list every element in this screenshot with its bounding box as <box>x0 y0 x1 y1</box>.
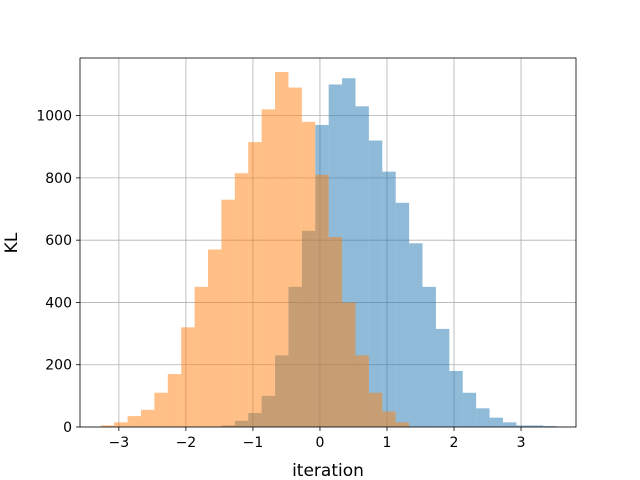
x-tick-label: −1 <box>243 435 264 451</box>
histogram-bar <box>301 121 316 427</box>
histogram-bar <box>543 426 557 427</box>
histogram-bar <box>395 202 410 427</box>
histogram-bar <box>529 425 544 427</box>
y-tick-label: 0 <box>63 420 72 436</box>
histogram-bar <box>234 173 249 427</box>
x-tick-label: 3 <box>517 435 526 451</box>
x-tick-label: −2 <box>176 435 197 451</box>
histogram-bar <box>248 142 262 428</box>
histogram-bar <box>516 425 530 427</box>
plot-frame <box>79 57 577 428</box>
histogram-bar <box>368 392 383 427</box>
histogram-bar <box>208 249 222 427</box>
histogram-bar <box>422 286 436 427</box>
histogram-bar <box>181 327 195 427</box>
histogram-bar <box>382 171 396 427</box>
histogram-bar <box>100 425 115 427</box>
y-tick-label: 600 <box>45 233 72 249</box>
histogram-bar <box>194 286 209 427</box>
histogram-bar <box>275 72 289 427</box>
y-tick-label: 1000 <box>36 109 72 125</box>
histogram-bar <box>355 355 369 427</box>
x-axis-label: iteration <box>292 461 364 480</box>
x-tick-label: 0 <box>315 435 324 451</box>
histogram-bar <box>221 199 235 427</box>
histogram-bar <box>462 392 477 427</box>
histogram-bar <box>315 174 329 427</box>
y-tick-label: 800 <box>45 171 72 187</box>
histogram-bar <box>328 237 343 427</box>
x-tick-label: −3 <box>109 435 130 451</box>
histogram-bar <box>355 106 369 428</box>
x-tick-label: 2 <box>450 435 459 451</box>
histogram-bar <box>127 416 141 427</box>
histogram-bar <box>167 374 182 427</box>
histogram-bar <box>288 87 302 427</box>
y-axis-label: KL <box>2 232 22 253</box>
histogram-bar <box>140 409 155 427</box>
histogram-bar <box>435 328 450 427</box>
histogram-bar <box>489 417 503 427</box>
series-1-bars <box>100 72 410 428</box>
histogram-bar <box>395 422 410 427</box>
histogram-bar <box>382 411 396 427</box>
histogram-bar <box>368 140 383 427</box>
histogram-bar <box>409 243 423 427</box>
x-tick-label: 1 <box>383 435 392 451</box>
histogram-bar <box>342 302 356 427</box>
histogram-bar <box>502 422 517 427</box>
bars <box>100 72 557 428</box>
histogram-bar <box>449 370 463 427</box>
histogram-bar <box>476 408 490 427</box>
histogram-bar <box>114 422 128 427</box>
histogram-bar <box>261 109 276 427</box>
y-tick-label: 400 <box>45 295 72 311</box>
ticks: −3 −2 −1 0 1 2 3 0 200 400 600 800 1000 <box>36 109 525 451</box>
y-tick-label: 200 <box>45 358 72 374</box>
histogram-bar <box>154 392 168 427</box>
